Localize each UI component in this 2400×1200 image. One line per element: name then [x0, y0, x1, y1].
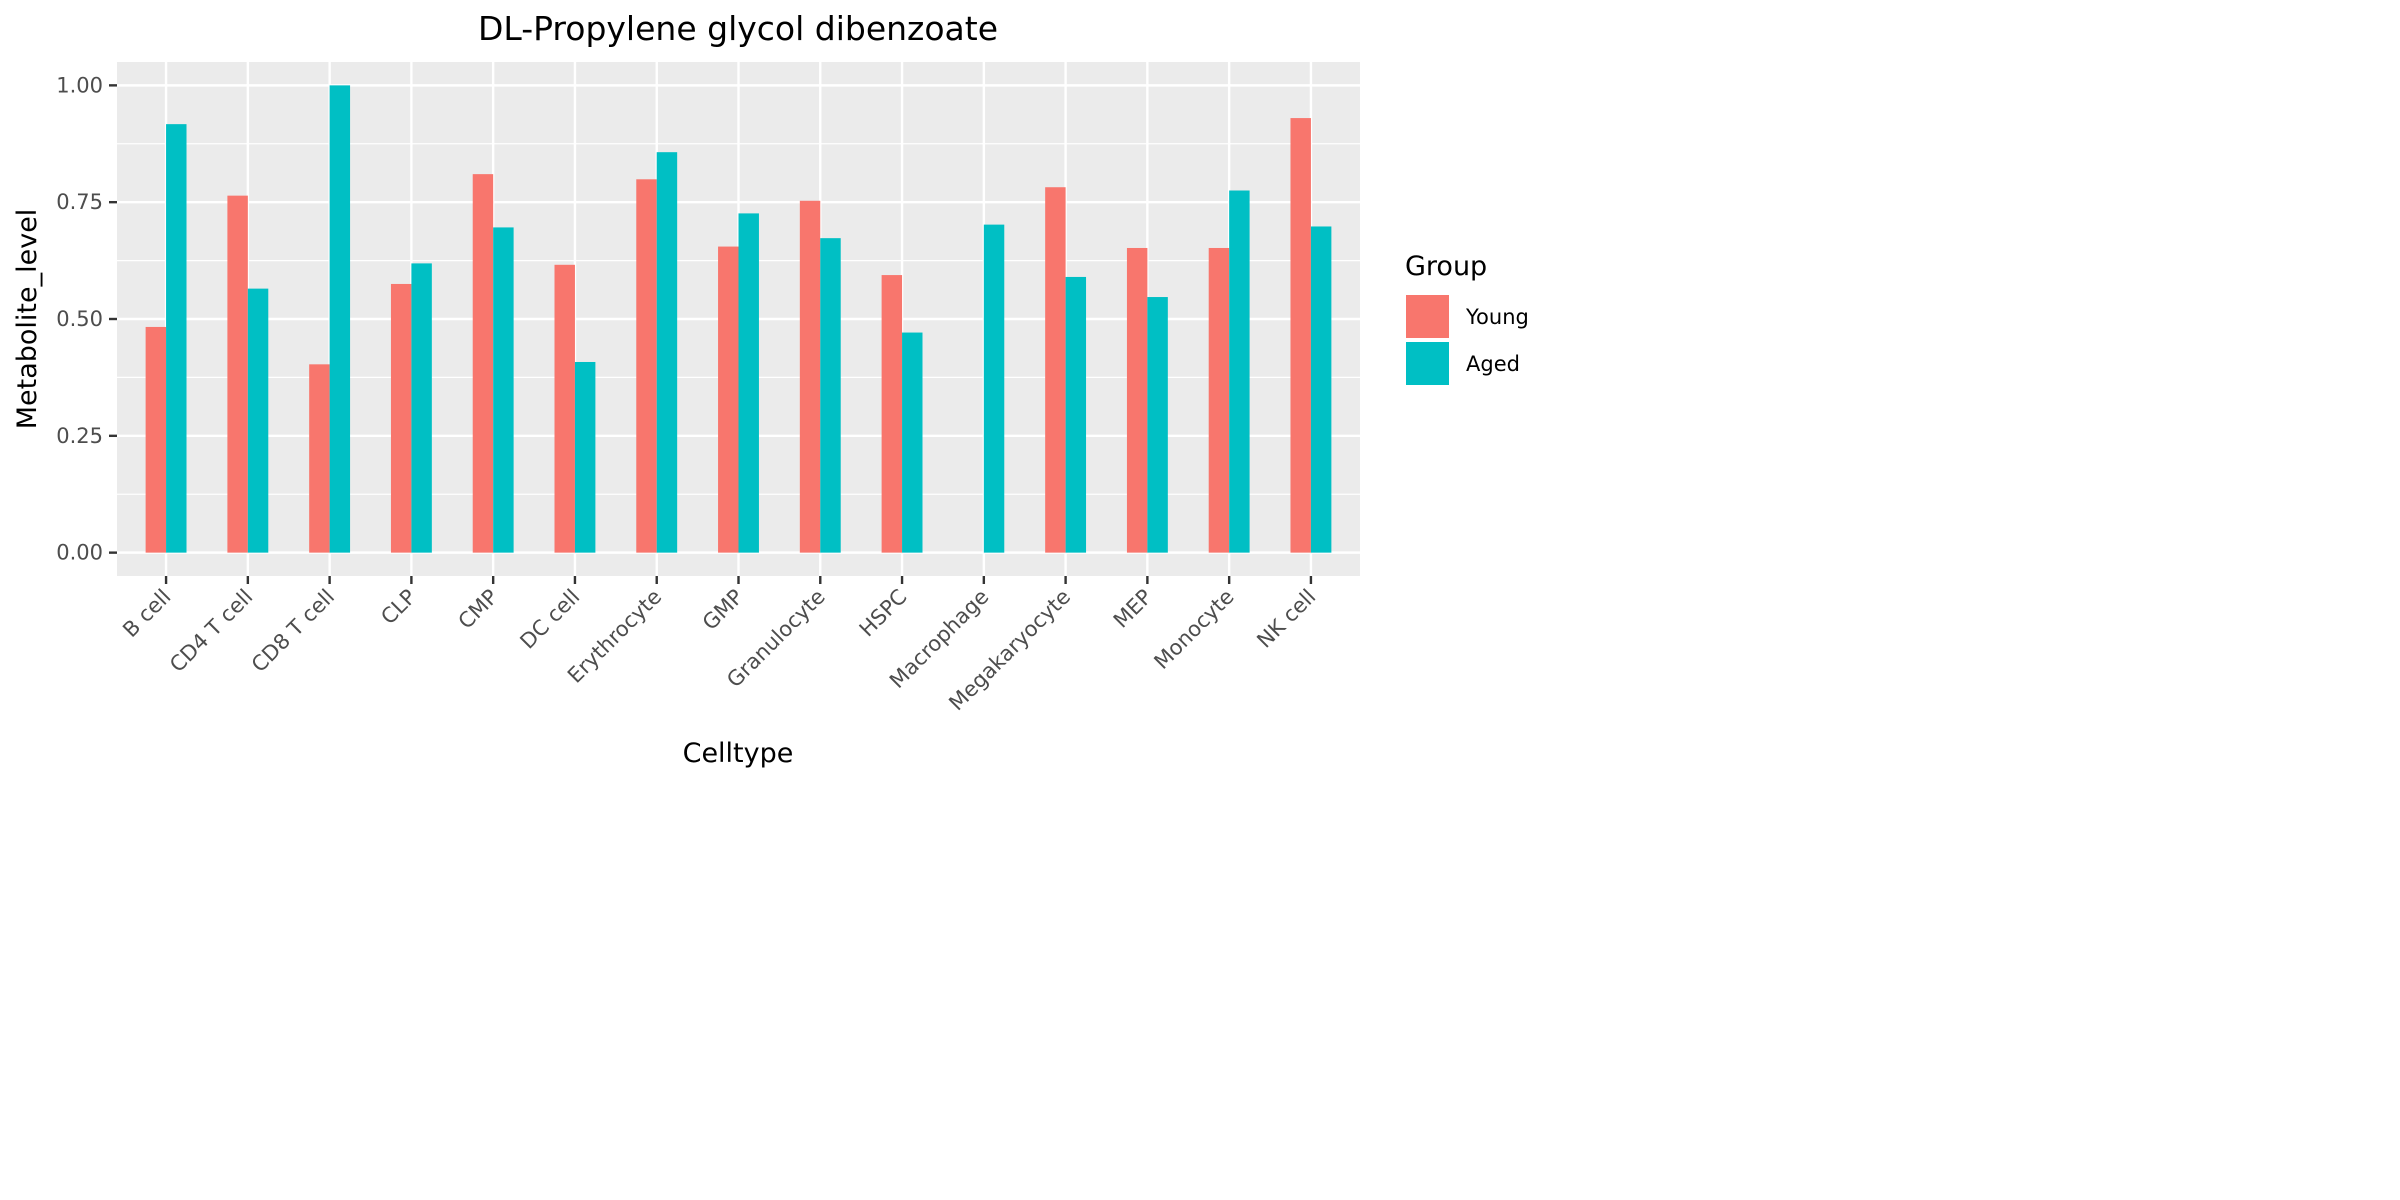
x-axis-title: Celltype — [683, 738, 794, 769]
bar-aged-megakaryocyte — [1065, 276, 1087, 553]
bar-young-gmp — [718, 246, 739, 553]
bar-young-hspc — [881, 275, 903, 553]
bar-aged-clp — [411, 263, 432, 553]
y-tick-label: 0.75 — [56, 190, 103, 214]
y-tick-label: 0.50 — [56, 307, 103, 331]
x-tick-label: Monocyte — [1149, 585, 1238, 674]
legend-label-young: Young — [1465, 305, 1529, 329]
bar-aged-gmp — [738, 213, 759, 553]
bar-young-mep — [1126, 247, 1148, 553]
bar-aged-erythrocyte — [656, 152, 678, 553]
bar-aged-cd8-t-cell — [329, 85, 351, 553]
bar-aged-b-cell — [166, 124, 187, 553]
x-tick-label: CLP — [376, 585, 421, 630]
x-tick-label: NK cell — [1252, 585, 1320, 653]
legend-label-aged: Aged — [1466, 352, 1520, 376]
bar-aged-granulocyte — [820, 238, 841, 553]
x-tick-label: MEP — [1109, 585, 1157, 633]
x-tick-label: GMP — [698, 585, 748, 635]
bar-aged-cd4-t-cell — [247, 288, 269, 553]
bar-young-cd4-t-cell — [227, 195, 248, 553]
bar-aged-dc-cell — [574, 361, 596, 553]
bar-young-cd8-t-cell — [309, 364, 330, 553]
chart-title: DL-Propylene glycol dibenzoate — [478, 9, 998, 48]
bar-young-erythrocyte — [636, 179, 657, 553]
bar-young-cmp — [472, 174, 494, 553]
y-tick-label: 0.00 — [56, 541, 103, 565]
legend-key-young — [1406, 295, 1449, 338]
bar-aged-monocyte — [1229, 190, 1250, 553]
bars — [145, 85, 1332, 553]
bar-aged-mep — [1147, 297, 1168, 553]
bar-young-megakaryocyte — [1045, 187, 1066, 553]
bar-aged-cmp — [493, 227, 514, 553]
bar-aged-hspc — [902, 332, 923, 553]
x-tick-label: CMP — [454, 585, 503, 634]
y-tick-label: 0.25 — [56, 424, 103, 448]
legend-key-aged — [1406, 342, 1449, 385]
bar-young-b-cell — [145, 326, 167, 553]
y-tick-label: 1.00 — [56, 73, 103, 97]
bar-young-monocyte — [1208, 247, 1230, 553]
legend-title: Group — [1405, 251, 1487, 282]
legend: Group Young Aged — [1405, 251, 1529, 385]
bar-young-dc-cell — [554, 264, 575, 553]
x-tick-label: HSPC — [855, 585, 912, 642]
bar-young-granulocyte — [799, 200, 821, 553]
x-tick-label: DC cell — [515, 585, 584, 654]
x-tick-label: B cell — [118, 585, 175, 642]
y-axis: 0.00 0.25 0.50 0.75 1.00 — [56, 73, 117, 565]
x-tick-label: CD4 T cell — [165, 585, 257, 677]
x-tick-label: CD8 T cell — [247, 585, 339, 677]
y-axis-title: Metabolite_level — [12, 209, 43, 430]
bar-young-clp — [390, 283, 412, 553]
bar-aged-nk-cell — [1310, 226, 1332, 553]
bar-aged-macrophage — [983, 224, 1005, 553]
bar-young-nk-cell — [1290, 118, 1311, 553]
